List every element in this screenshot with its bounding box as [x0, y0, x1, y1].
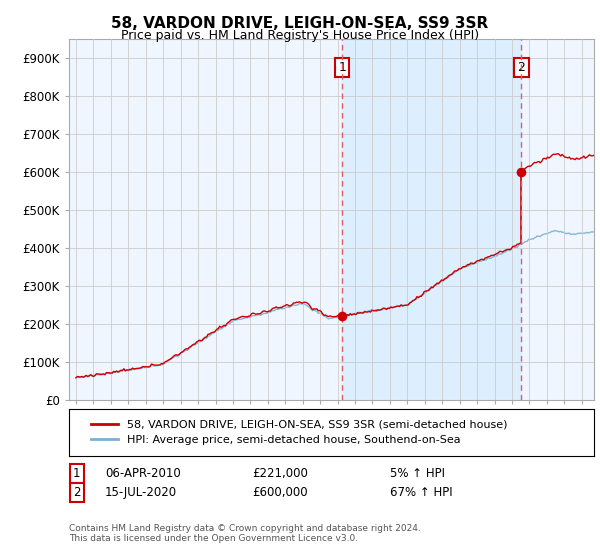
Text: Price paid vs. HM Land Registry's House Price Index (HPI): Price paid vs. HM Land Registry's House …: [121, 29, 479, 42]
Text: 1: 1: [73, 466, 80, 480]
Legend: 58, VARDON DRIVE, LEIGH-ON-SEA, SS9 3SR (semi-detached house), HPI: Average pric: 58, VARDON DRIVE, LEIGH-ON-SEA, SS9 3SR …: [85, 414, 514, 451]
Text: 2: 2: [518, 61, 526, 74]
Text: 58, VARDON DRIVE, LEIGH-ON-SEA, SS9 3SR: 58, VARDON DRIVE, LEIGH-ON-SEA, SS9 3SR: [112, 16, 488, 31]
Text: £600,000: £600,000: [252, 486, 308, 500]
Text: 67% ↑ HPI: 67% ↑ HPI: [390, 486, 452, 500]
Text: 2: 2: [73, 486, 80, 500]
Text: 15-JUL-2020: 15-JUL-2020: [105, 486, 177, 500]
Text: 1: 1: [338, 61, 346, 74]
Bar: [343, 39, 521, 400]
Text: Contains HM Land Registry data © Crown copyright and database right 2024.
This d: Contains HM Land Registry data © Crown c…: [69, 524, 421, 543]
Text: £221,000: £221,000: [252, 466, 308, 480]
Text: 5% ↑ HPI: 5% ↑ HPI: [390, 466, 445, 480]
Text: 06-APR-2010: 06-APR-2010: [105, 466, 181, 480]
